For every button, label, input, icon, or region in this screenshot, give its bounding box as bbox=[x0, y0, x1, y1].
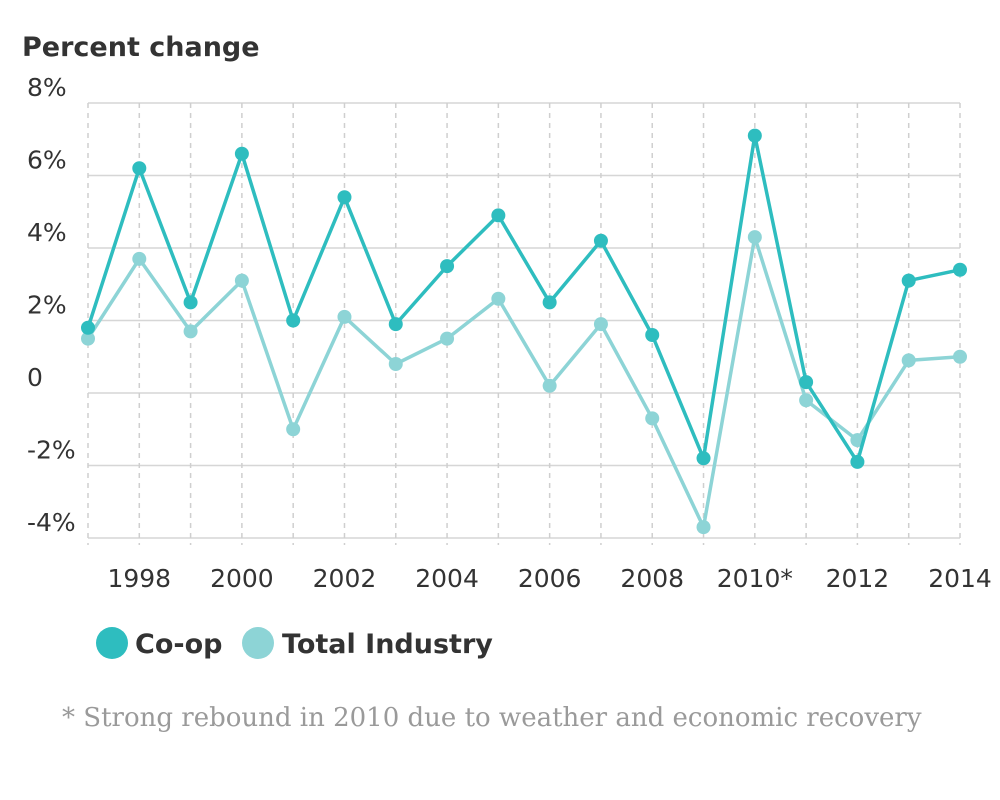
data-point bbox=[440, 259, 455, 274]
data-point bbox=[542, 378, 557, 393]
legend-label: Total Industry bbox=[282, 629, 493, 660]
data-point bbox=[337, 309, 352, 324]
data-point bbox=[953, 262, 967, 277]
data-point bbox=[183, 324, 198, 339]
data-point bbox=[286, 422, 301, 437]
y-tick-label: 8% bbox=[27, 73, 67, 102]
series-line bbox=[86, 235, 961, 529]
data-point bbox=[337, 190, 352, 205]
y-tick-label: 2% bbox=[27, 291, 67, 320]
x-axis-ticks: 1998 2000 2002 2004 2006 2008 2010* 2012 2014 bbox=[107, 564, 991, 593]
data-point bbox=[645, 411, 660, 426]
data-point bbox=[81, 331, 95, 346]
x-tick-label: 1998 bbox=[107, 564, 171, 593]
y-tick-label: 6% bbox=[27, 146, 67, 175]
data-point bbox=[132, 161, 147, 176]
data-point bbox=[593, 233, 608, 248]
legend-swatch bbox=[242, 627, 274, 659]
x-tick-label: 2004 bbox=[415, 564, 479, 593]
data-point bbox=[286, 313, 301, 328]
data-point bbox=[491, 291, 506, 306]
data-point bbox=[491, 208, 506, 223]
data-point bbox=[747, 230, 762, 245]
x-tick-label: 2006 bbox=[518, 564, 582, 593]
data-point bbox=[542, 295, 557, 310]
series bbox=[81, 128, 967, 535]
data-point bbox=[747, 128, 762, 143]
data-point bbox=[696, 451, 711, 466]
data-point bbox=[81, 320, 95, 335]
y-axis-ticks: 8% 6% 4% 2% 0 -2% -4% bbox=[27, 73, 76, 537]
data-point bbox=[388, 317, 403, 332]
x-tick-label: 2008 bbox=[620, 564, 684, 593]
data-point bbox=[440, 331, 455, 346]
data-point bbox=[593, 317, 608, 332]
y-tick-label: -2% bbox=[27, 436, 76, 465]
data-point bbox=[645, 328, 660, 342]
data-point bbox=[850, 454, 865, 469]
data-point bbox=[696, 520, 711, 535]
x-tick-label: 2000 bbox=[210, 564, 274, 593]
x-tick-label: 2012 bbox=[826, 564, 890, 593]
series-co-op bbox=[81, 128, 967, 469]
x-tick-label: 2002 bbox=[313, 564, 377, 593]
grid bbox=[87, 102, 961, 545]
data-point bbox=[901, 273, 916, 288]
data-point bbox=[234, 273, 249, 288]
data-point bbox=[799, 393, 814, 408]
x-tick-label: 2010* bbox=[717, 564, 793, 593]
y-axis-title: Percent change bbox=[22, 32, 260, 63]
legend-label: Co-op bbox=[135, 629, 222, 660]
data-point bbox=[234, 146, 249, 161]
data-point bbox=[132, 251, 147, 266]
x-tick-label: 2014 bbox=[928, 564, 992, 593]
data-point bbox=[388, 357, 403, 371]
series-line bbox=[86, 133, 961, 464]
y-tick-label: 4% bbox=[27, 218, 67, 247]
legend-swatch bbox=[96, 627, 128, 659]
footnote: * Strong rebound in 2010 due to weather … bbox=[62, 703, 922, 733]
data-point bbox=[901, 353, 916, 368]
series-total-industry bbox=[81, 230, 967, 535]
y-tick-label: 0 bbox=[27, 363, 43, 392]
data-point bbox=[953, 349, 967, 364]
data-point bbox=[183, 295, 198, 310]
y-tick-label: -4% bbox=[27, 508, 76, 537]
legend: Co-op Total Industry bbox=[96, 627, 493, 660]
data-point bbox=[799, 375, 814, 390]
